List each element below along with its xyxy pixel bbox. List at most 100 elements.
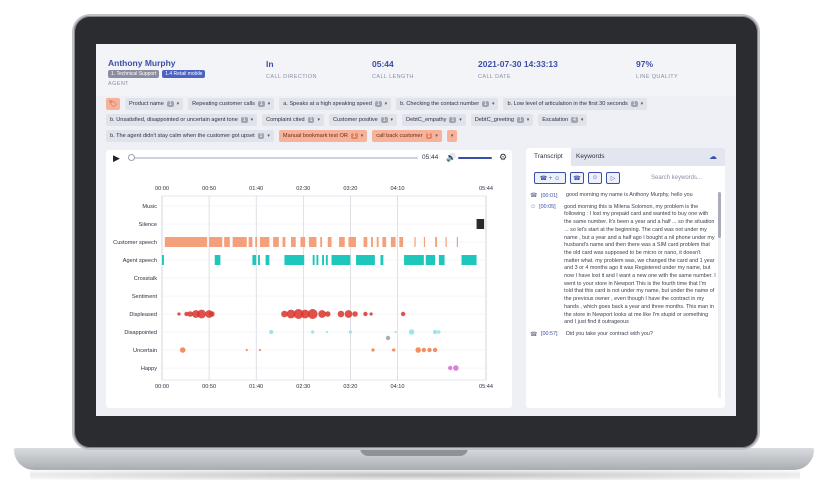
event-displeased bbox=[197, 309, 206, 319]
transcript-scroll-thumb[interactable] bbox=[718, 192, 721, 238]
chip-label: Escalation bbox=[542, 117, 569, 123]
app-screen: Anthony Murphy 1. Technical Support 1.4 … bbox=[96, 44, 736, 416]
event-displeased bbox=[281, 310, 288, 318]
category-chip[interactable]: b. Checking the contact number 1 ▾ bbox=[396, 98, 499, 110]
segment-customer-speech bbox=[376, 237, 379, 247]
event-uncertain bbox=[427, 347, 432, 353]
segment-agent-speech bbox=[425, 255, 436, 265]
segment-customer-speech bbox=[348, 237, 357, 247]
segment-customer-speech bbox=[259, 237, 270, 247]
customer-person-icon: ☺ bbox=[530, 203, 537, 210]
chip-count: 1 bbox=[240, 117, 248, 123]
event-displeased bbox=[286, 309, 296, 319]
agent-label: AGENT bbox=[108, 81, 129, 87]
seek-track[interactable] bbox=[130, 157, 418, 159]
transcript-line[interactable]: ☺ [00:05] good morning this is Milena Solo… bbox=[530, 204, 716, 327]
play-filter-icon[interactable]: ▷ bbox=[606, 172, 620, 184]
volume-icon[interactable]: 🔊 bbox=[446, 153, 456, 162]
call-length-label: CALL LENGTH bbox=[372, 74, 414, 80]
segment-customer-speech bbox=[423, 237, 426, 247]
category-chip[interactable]: Customer positive 1 ▾ bbox=[328, 114, 398, 126]
chip-count: 1 bbox=[482, 101, 489, 107]
chip-count: 4 bbox=[571, 117, 578, 123]
segment-agent-speech bbox=[461, 255, 477, 265]
event-happy bbox=[453, 365, 459, 371]
category-chip[interactable]: b. Unsatisfied, disappointed or uncertai… bbox=[106, 114, 258, 126]
laptop-base bbox=[14, 448, 814, 470]
download-icon[interactable]: ☁ bbox=[709, 152, 717, 161]
agent-headset-icon: ☎ bbox=[530, 331, 538, 338]
event-displeased bbox=[187, 311, 194, 317]
chip-label: b. Checking the contact number bbox=[400, 101, 480, 107]
chip-label: Complaint cited bbox=[266, 117, 305, 123]
transcript-timestamp[interactable]: [00:57] bbox=[541, 331, 558, 338]
keyword-search-input[interactable]: Search keywords... bbox=[651, 175, 703, 181]
chip-row: b. Unsatisfied, disappointed or uncertai… bbox=[106, 114, 731, 126]
tag-retail-mobile: 1.4 Retail mobile bbox=[162, 70, 206, 78]
call-date: 2021-07-30 14:33:13 CALL DATE bbox=[478, 59, 558, 80]
category-chip[interactable]: b. The agent didn't stay calm when the c… bbox=[106, 130, 274, 142]
event-displeased bbox=[369, 312, 373, 316]
chip-label: a. Speaks at a high speaking speed bbox=[283, 101, 372, 107]
tag-icon[interactable]: 🏷 bbox=[106, 98, 120, 110]
call-date-value: 2021-07-30 14:33:13 bbox=[478, 59, 558, 69]
category-chip[interactable]: DebtC_empathy 1 ▾ bbox=[402, 114, 466, 126]
row-label: Silence bbox=[139, 222, 157, 228]
segment-customer-speech bbox=[414, 237, 416, 247]
row-label: Sentiment bbox=[132, 294, 158, 300]
event-displeased bbox=[325, 311, 331, 317]
chip-label: DebtC_empathy bbox=[406, 117, 447, 123]
line-quality-value: 97% bbox=[636, 59, 654, 69]
chip-row: b. The agent didn't stay calm when the c… bbox=[106, 130, 731, 142]
play-icon[interactable]: ▶ bbox=[113, 153, 120, 163]
category-chip[interactable]: Manual bookmark test OR 1 ▾ bbox=[278, 130, 368, 142]
transcript-line[interactable]: ☎ [00:01] good morning my name is Anthony … bbox=[530, 192, 716, 200]
tab-keywords[interactable]: Keywords bbox=[576, 153, 605, 160]
line-quality-label: LINE QUALITY bbox=[636, 74, 679, 80]
audio-player: ▶ 05:44 🔊 ⚙ bbox=[106, 150, 512, 166]
chevron-down-icon: ▾ bbox=[459, 117, 462, 123]
transcript-line[interactable]: ☎ [00:57] Did you take your contract with … bbox=[530, 331, 716, 339]
segment-customer-speech bbox=[382, 237, 387, 247]
chip-label: DebtC_greeting bbox=[474, 117, 514, 123]
chip-label: b. The agent didn't stay calm when the c… bbox=[110, 133, 255, 139]
seek-knob[interactable] bbox=[128, 154, 135, 161]
row-label: Agent speech bbox=[123, 258, 157, 264]
segment-customer-speech bbox=[327, 237, 332, 247]
transcript-timestamp[interactable]: [00:05] bbox=[539, 204, 556, 211]
category-chip[interactable]: Escalation 4 ▾ bbox=[538, 114, 588, 126]
transcript-timestamp[interactable]: [00:01] bbox=[541, 192, 558, 199]
category-chip[interactable]: ▾ bbox=[446, 130, 458, 142]
event-displeased bbox=[293, 309, 304, 319]
customer-filter-icon[interactable]: ☺ bbox=[588, 172, 602, 184]
x-tick-label-top: 05:44 bbox=[479, 186, 493, 192]
event-uncertain bbox=[245, 348, 248, 352]
chip-count: 1 bbox=[449, 117, 457, 123]
category-chip[interactable]: Product name 1 ▾ bbox=[125, 98, 184, 110]
category-chip[interactable]: a. Speaks at a high speaking speed 1 ▾ bbox=[279, 98, 392, 110]
category-chip[interactable]: DebtC_greeting 1 ▾ bbox=[470, 114, 534, 126]
chip-count: 1 bbox=[350, 133, 358, 139]
call-direction: In CALL DIRECTION bbox=[266, 59, 317, 80]
gear-icon[interactable]: ⚙ bbox=[499, 152, 508, 162]
segment-agent-speech bbox=[284, 255, 305, 265]
agent-filter-icon[interactable]: ☎ bbox=[570, 172, 584, 184]
row-label: Music bbox=[142, 204, 157, 210]
call-timeline-chart: 00:00 00:00 00:50 00:50 01:40 01:40 02:30 02:30… bbox=[113, 186, 493, 390]
chevron-down-icon: ▾ bbox=[491, 101, 495, 107]
chevron-down-icon: ▾ bbox=[640, 101, 644, 107]
both-speakers-filter-icon[interactable]: ☎ + ☺ bbox=[534, 172, 566, 184]
category-chip[interactable]: Repeating customer calls 1 ▾ bbox=[188, 98, 275, 110]
category-chip[interactable]: call back customer 1 ▾ bbox=[372, 130, 442, 142]
volume-slider[interactable] bbox=[458, 157, 492, 159]
transcript-scrollbar[interactable] bbox=[718, 192, 721, 398]
category-chip[interactable]: b. Low level of articulation in the firs… bbox=[503, 98, 648, 110]
event-displeased bbox=[177, 312, 181, 316]
tab-transcript[interactable]: Transcript bbox=[526, 148, 571, 166]
agent-name[interactable]: Anthony Murphy bbox=[108, 58, 176, 68]
event-displeased bbox=[209, 311, 215, 317]
segment-customer-speech bbox=[291, 237, 296, 247]
category-chip[interactable]: Complaint cited 1 ▾ bbox=[262, 114, 324, 126]
call-date-label: CALL DATE bbox=[478, 74, 511, 80]
transcript-text: good morning this is Milena Solomon, my … bbox=[564, 203, 716, 326]
